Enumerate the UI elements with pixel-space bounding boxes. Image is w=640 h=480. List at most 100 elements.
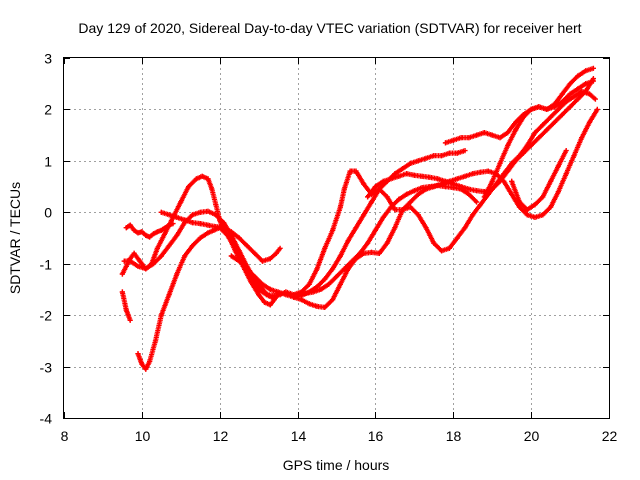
data-point — [365, 240, 371, 246]
series-sat-d — [123, 221, 176, 240]
data-point — [466, 135, 472, 141]
data-point — [166, 212, 172, 218]
data-point — [489, 178, 495, 184]
data-point — [555, 189, 561, 195]
data-point — [337, 281, 343, 287]
data-point — [548, 204, 554, 210]
data-point — [330, 227, 336, 233]
data-point — [528, 106, 534, 112]
data-point — [306, 301, 312, 307]
data-point — [372, 184, 378, 190]
data-point — [411, 172, 417, 178]
data-point — [357, 250, 363, 256]
data-point — [509, 191, 515, 197]
data-point — [314, 266, 320, 272]
data-point — [400, 207, 406, 213]
data-point — [228, 229, 234, 235]
data-point — [505, 142, 511, 148]
x-tick-label: 20 — [524, 428, 540, 444]
data-point — [513, 127, 519, 133]
data-point — [182, 253, 188, 259]
data-point — [427, 184, 433, 190]
data-point — [442, 178, 449, 184]
data-point — [481, 130, 487, 136]
data-point — [189, 220, 196, 226]
data-point — [174, 214, 180, 220]
x-tick-label: 18 — [446, 428, 462, 444]
data-point — [505, 168, 511, 174]
data-point — [431, 240, 437, 246]
y-tick-label: 1 — [44, 154, 52, 170]
data-point — [337, 253, 343, 259]
data-point — [407, 204, 414, 210]
data-point — [166, 243, 172, 249]
data-point — [135, 230, 141, 236]
data-point — [462, 173, 468, 179]
data-point — [154, 229, 160, 235]
data-point — [271, 296, 277, 302]
data-point — [474, 199, 480, 205]
data-point — [213, 212, 219, 218]
data-point — [520, 150, 526, 156]
series-sat-i — [295, 182, 480, 298]
data-point — [470, 171, 476, 177]
x-axis-label: GPS time / hours — [283, 457, 390, 473]
data-point — [221, 225, 227, 231]
data-point — [462, 225, 468, 231]
data-point — [442, 140, 449, 146]
data-point — [575, 96, 581, 102]
series-sat-j — [365, 76, 596, 200]
data-point — [302, 290, 308, 297]
data-point — [392, 171, 398, 177]
data-point — [586, 91, 593, 97]
data-point — [462, 148, 468, 154]
data-point — [121, 258, 127, 264]
data-point — [236, 235, 242, 241]
data-point — [341, 266, 347, 272]
data-point — [199, 173, 205, 179]
data-point — [516, 204, 523, 210]
data-point — [458, 135, 464, 141]
data-point — [575, 86, 581, 92]
data-point — [259, 286, 266, 292]
x-tick-label: 8 — [61, 428, 69, 444]
data-point — [594, 106, 600, 112]
data-point — [170, 221, 176, 227]
data-point — [532, 202, 538, 208]
data-point — [273, 250, 279, 256]
data-point — [481, 194, 487, 200]
data-point — [571, 94, 577, 100]
data-point — [154, 245, 160, 251]
data-point — [489, 132, 495, 138]
data-point — [384, 240, 390, 246]
data-point — [586, 119, 593, 125]
data-point — [396, 196, 402, 202]
data-point — [178, 199, 184, 205]
data-point — [166, 292, 172, 298]
data-point — [143, 266, 149, 272]
data-point — [322, 276, 328, 282]
data-point — [555, 163, 561, 169]
data-point — [396, 173, 402, 179]
data-point — [536, 104, 542, 110]
data-point — [540, 194, 546, 200]
data-point — [205, 230, 211, 236]
data-point — [442, 184, 449, 190]
data-point — [380, 178, 386, 184]
data-point — [267, 286, 273, 292]
y-axis-label: SDTVAR / TECUs — [7, 182, 23, 294]
data-point — [365, 194, 371, 200]
data-point — [579, 135, 585, 141]
chart-title: Day 129 of 2020, Sidereal Day-to-day VTE… — [78, 20, 581, 36]
data-point — [158, 227, 164, 233]
data-point — [516, 199, 523, 205]
data-point — [392, 225, 398, 231]
data-point — [407, 160, 414, 166]
data-point — [505, 130, 511, 136]
data-point — [392, 207, 398, 213]
data-point — [361, 181, 367, 187]
data-point — [376, 186, 382, 192]
data-point — [295, 292, 301, 298]
axis-ticks — [64, 58, 610, 419]
